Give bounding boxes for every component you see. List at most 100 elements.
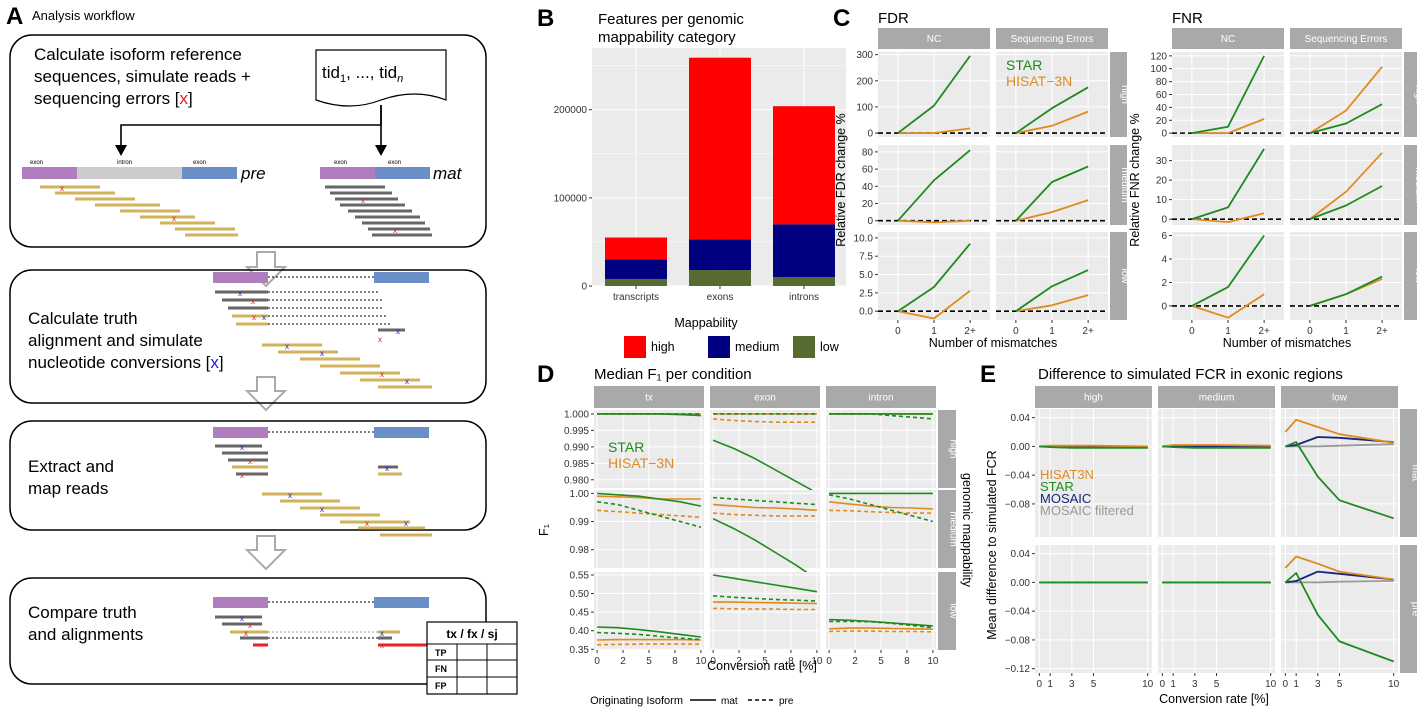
legend-title: Mappability: [674, 316, 738, 330]
y-tick-label: 0.00: [1011, 578, 1031, 589]
pre-exon-2: [182, 167, 237, 179]
x-tick-label: 1: [931, 326, 937, 337]
line-mosaic-filtered: [1285, 443, 1394, 448]
y-tick-label: 0.04: [1011, 549, 1031, 560]
map-exon-2: [374, 427, 429, 438]
pre-exon-1: [22, 167, 77, 179]
line-hisat-mat: [829, 627, 933, 630]
error-mark: x: [252, 313, 256, 322]
linetype-label: mat: [721, 696, 738, 707]
line-hisat-3n: [897, 127, 971, 135]
legend-entry: MOSAIC: [1040, 491, 1091, 506]
line-star-pre: [596, 501, 702, 528]
x-tick-label: 0: [895, 326, 901, 337]
x-tick-label: introns: [789, 292, 819, 303]
x-tick-label: 1: [1343, 326, 1349, 337]
step2-box: [9, 269, 487, 404]
facet-row-strip: [1404, 52, 1417, 137]
facet-row-label: low: [948, 603, 959, 619]
panel-a-title: Analysis workflow: [32, 8, 135, 23]
y-tick-label: 20: [1156, 176, 1168, 187]
line-hisat-3n: [1015, 199, 1089, 222]
x-tick-label: 10: [695, 656, 707, 667]
x-tick-label: 3: [1192, 679, 1198, 690]
line-hisat-pre: [713, 512, 817, 517]
line-mosaic: [1285, 436, 1394, 448]
pre-intron: [77, 167, 182, 179]
conversion-mark: x: [320, 349, 324, 358]
exon-label-4: exon: [388, 160, 401, 166]
error-mark: x: [378, 335, 382, 344]
conversion-mark: x: [238, 289, 242, 298]
facet-col-label: Sequencing Errors: [1305, 34, 1388, 45]
line-star: [1191, 148, 1265, 220]
flow-arrow-2: [244, 376, 288, 412]
line-star: [1284, 572, 1395, 663]
legend-hisat: HISAT−3N: [608, 455, 674, 471]
x-tick-label: 1: [1047, 679, 1053, 690]
intron-label: intron: [117, 160, 132, 166]
y-tick-label: 0.04: [1011, 413, 1031, 424]
y-axis-title: Relative FNR change %: [1128, 113, 1142, 246]
bar-exons-medium: [689, 239, 751, 271]
pre-label: pre: [240, 164, 266, 183]
chart-title-line2: mappability category: [598, 29, 736, 46]
line-hisat-3n: [1191, 118, 1265, 135]
facet-row-strip: [1400, 409, 1417, 537]
legend-key-high: [624, 336, 646, 358]
line-hisat-pre: [713, 607, 817, 611]
line-hisat-3n: [1191, 212, 1265, 224]
line-hisat-3n: [1191, 293, 1265, 319]
x-tick-label: 2+: [1376, 326, 1388, 337]
y-tick-label: 80: [862, 147, 874, 158]
facet-row-label: medium: [948, 511, 959, 547]
y-tick-label: 0.45: [570, 608, 590, 619]
mat-exon-2: [375, 167, 430, 179]
y-tick-label: 40: [862, 182, 874, 193]
arrow-to-mat-head: [375, 145, 387, 156]
x-tick-label: 1: [1049, 326, 1055, 337]
cmp-exon-1: [213, 597, 268, 608]
facet-col-strip: [1035, 386, 1152, 408]
line-hisat-pre: [713, 418, 817, 424]
facet-row-strip: [938, 490, 956, 568]
y-tick-label: 60: [862, 165, 874, 176]
x-tick-label: 0: [1283, 679, 1289, 690]
x-tick-label: 1: [1225, 326, 1231, 337]
exon-label-3: exon: [334, 160, 347, 166]
y-tick-label: 200: [856, 76, 873, 87]
line-hisat-pre: [597, 643, 701, 646]
facet-col-strip: [594, 386, 704, 408]
panel-c-letter: C: [833, 5, 850, 32]
legend-entry: STAR: [1040, 479, 1074, 494]
y-tick-label: 300: [856, 50, 873, 61]
error-mark: x: [380, 370, 384, 379]
y-tick-label: −0.08: [1005, 635, 1031, 646]
line-hisat-mat: [829, 501, 933, 510]
line-star: [1191, 234, 1265, 307]
x-tick-label: 0: [1189, 326, 1195, 337]
error-mark: x: [393, 226, 397, 235]
y-tick-label: 6: [1161, 231, 1167, 242]
bar-transcripts-high: [605, 237, 667, 260]
facet-row-label: medium: [1119, 167, 1130, 203]
error-mark: x: [248, 457, 252, 466]
flow-arrow-1: [244, 251, 288, 288]
line-star-mat: [712, 439, 818, 494]
mat-exon-1: [320, 167, 375, 179]
y-tick-label: 100: [1150, 64, 1167, 75]
pre-reads: [40, 185, 238, 237]
line-hisat-pre: [829, 630, 933, 633]
legend-key-low: [793, 336, 815, 358]
table-row-fp: FP: [435, 681, 447, 691]
bar-exons-low: [689, 270, 751, 286]
x-tick-label: 10: [927, 656, 939, 667]
legend-entry: HISAT3N: [1040, 467, 1094, 482]
facet-row-strip: [938, 572, 956, 650]
y-tick-label: 200000: [554, 105, 588, 116]
y-tick-label: 0.98: [570, 545, 590, 556]
chart-title: FDR: [878, 10, 909, 27]
line-mosaic: [1285, 570, 1394, 584]
y-tick-label: 120: [1150, 51, 1167, 62]
